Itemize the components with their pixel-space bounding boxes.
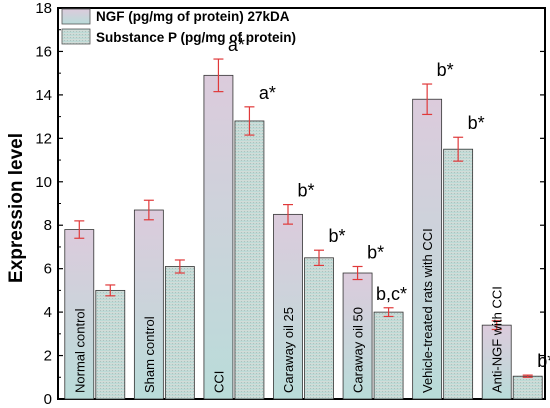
bar-ngf [342,272,373,400]
category-label: Caraway oil 50 [351,307,366,393]
bar-ngf [273,213,303,400]
significance-label: b* [297,181,314,201]
significance-label: b* [468,113,485,133]
legend-swatch-substance-p [61,28,91,45]
y-tick-label: 14 [35,87,52,104]
significance-label: b* [367,242,384,262]
y-tick-label: 4 [44,304,52,321]
bar-substance-p [304,257,334,400]
bar-ngf [133,209,164,400]
category-label: CCI [211,371,226,393]
y-tick-label: 10 [35,174,52,191]
y-tick-label: 16 [35,43,52,60]
legend-label-substance-p: Substance P (pg/mg of protein) [96,30,296,45]
y-tick-label: 0 [44,391,52,408]
category-label: Normal control [72,308,87,393]
bar-substance-p [373,311,404,400]
y-tick-label: 6 [44,261,52,278]
category-label: Sham control [142,316,157,393]
bar-substance-p [95,289,126,400]
significance-label: b* [437,60,454,80]
plot-area: 0 2 4 6 8 10 12 14 16 18 Normal control Sham contro… [35,0,550,408]
bar-ngf [64,229,95,400]
legend-swatch-ngf [61,8,91,25]
significance-label: a* [228,35,245,55]
category-label: Anti-NGF with CCI [490,286,505,393]
category-label: Vehicle-treated rats with CCI [420,228,435,393]
bar-substance-p [234,120,265,400]
legend-label-ngf: NGF (pg/mg of protein) 27kDA [96,9,290,24]
significance-label: b,c* [376,284,407,304]
significance-label: a* [259,83,276,103]
bar-substance-p [512,375,543,400]
category-label: Caraway oil 25 [281,307,296,393]
y-axis-label: Expression level [6,133,27,283]
bar-ngf [412,98,443,400]
y-tick-label: 8 [44,217,52,234]
bar-substance-p [164,266,195,400]
y-tick-label: 18 [35,0,52,17]
y-tick-label: 2 [44,348,52,365]
bar-ngf [203,74,234,400]
y-tick-label: 12 [35,130,52,147]
legend: NGF (pg/mg of protein) 27kDA Substance P… [61,8,296,45]
significance-label: b* [537,351,550,371]
significance-label: b* [328,226,345,246]
bar-substance-p [443,148,474,400]
